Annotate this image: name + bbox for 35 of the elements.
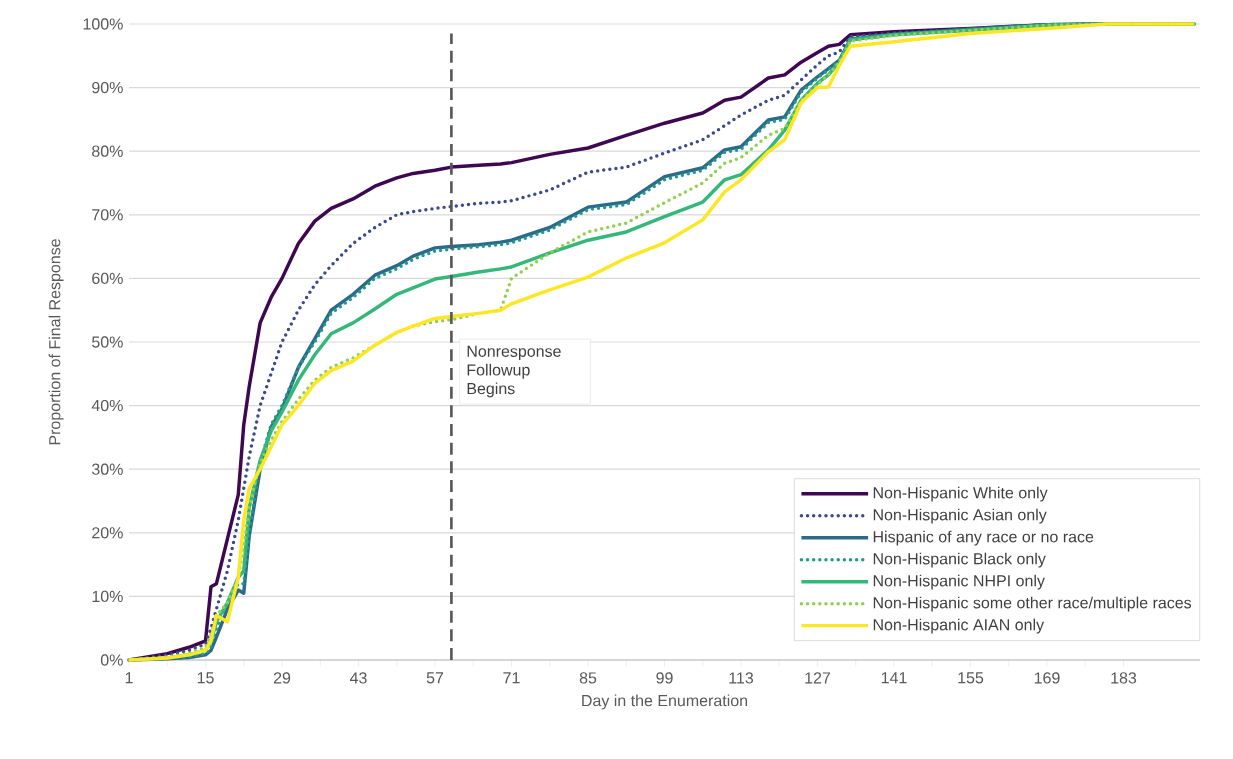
x-tick-label: 85 bbox=[579, 672, 597, 684]
x-tick-label: 183 bbox=[1111, 672, 1137, 684]
y-axis-title: Proportion of Final Response bbox=[48, 239, 64, 445]
legend-label: Non-Hispanic White only bbox=[873, 486, 1048, 502]
x-tick-label: 99 bbox=[656, 672, 673, 684]
x-tick-label: 169 bbox=[1034, 672, 1060, 684]
x-tick-label: 1 bbox=[125, 672, 133, 684]
y-tick-label: 70% bbox=[92, 209, 123, 221]
legend-label: Non-Hispanic Black only bbox=[873, 552, 1046, 568]
x-axis-title: Day in the Enumeration bbox=[582, 694, 748, 710]
y-tick-label: 0% bbox=[100, 654, 123, 666]
x-tick-label: 29 bbox=[273, 672, 291, 684]
y-tick-label: 60% bbox=[92, 272, 123, 285]
legend-label: Non-Hispanic some other race/multiple races bbox=[873, 596, 1192, 612]
x-tick-label: 127 bbox=[805, 672, 831, 684]
y-tick-label: 80% bbox=[92, 145, 123, 157]
x-tick-label: 113 bbox=[729, 672, 754, 684]
x-tick-label: 57 bbox=[426, 672, 444, 684]
ref-line-label: Nonresponse Followup Begins bbox=[467, 345, 561, 398]
y-tick-label: 10% bbox=[92, 590, 123, 603]
legend-label: Non-Hispanic NHPI only bbox=[873, 574, 1045, 590]
y-tick-label: 90% bbox=[92, 81, 123, 94]
y-tick-label: 20% bbox=[92, 527, 123, 539]
y-tick-label: 100% bbox=[83, 18, 123, 30]
x-tick-label: 71 bbox=[503, 672, 520, 684]
x-tick-label: 43 bbox=[349, 672, 367, 684]
y-tick-label: 30% bbox=[91, 463, 123, 475]
y-tick-label: 40% bbox=[91, 399, 123, 412]
y-tick-label: 50% bbox=[92, 336, 123, 348]
legend-label: Non-Hispanic AIAN only bbox=[873, 618, 1045, 634]
legend-label: Hispanic of any race or no race bbox=[873, 530, 1094, 546]
x-tick-label: 15 bbox=[197, 672, 214, 684]
x-tick-label: 141 bbox=[881, 672, 907, 684]
legend-label: Non-Hispanic Asian only bbox=[873, 508, 1047, 524]
x-tick-label: 155 bbox=[958, 672, 984, 684]
